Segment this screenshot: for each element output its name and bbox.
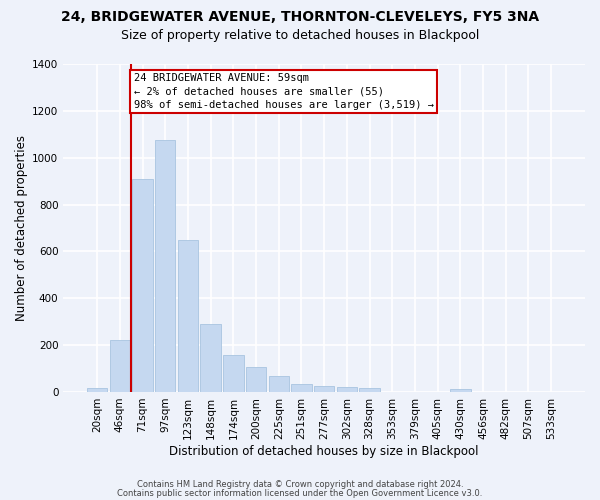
Bar — [269, 376, 289, 392]
Bar — [110, 340, 130, 392]
Bar — [337, 387, 357, 392]
Bar — [155, 140, 175, 392]
Bar — [133, 179, 153, 392]
Y-axis label: Number of detached properties: Number of detached properties — [15, 135, 28, 321]
Text: Size of property relative to detached houses in Blackpool: Size of property relative to detached ho… — [121, 29, 479, 42]
Bar — [87, 388, 107, 392]
Text: Contains public sector information licensed under the Open Government Licence v3: Contains public sector information licen… — [118, 488, 482, 498]
Bar — [291, 384, 311, 392]
Bar — [246, 368, 266, 392]
Bar — [314, 386, 334, 392]
Text: 24 BRIDGEWATER AVENUE: 59sqm
← 2% of detached houses are smaller (55)
98% of sem: 24 BRIDGEWATER AVENUE: 59sqm ← 2% of det… — [134, 74, 434, 110]
Bar — [359, 388, 380, 392]
Bar — [223, 355, 244, 392]
Text: Contains HM Land Registry data © Crown copyright and database right 2024.: Contains HM Land Registry data © Crown c… — [137, 480, 463, 489]
Bar — [178, 240, 198, 392]
Bar — [200, 324, 221, 392]
X-axis label: Distribution of detached houses by size in Blackpool: Distribution of detached houses by size … — [169, 444, 479, 458]
Bar — [450, 389, 470, 392]
Text: 24, BRIDGEWATER AVENUE, THORNTON-CLEVELEYS, FY5 3NA: 24, BRIDGEWATER AVENUE, THORNTON-CLEVELE… — [61, 10, 539, 24]
